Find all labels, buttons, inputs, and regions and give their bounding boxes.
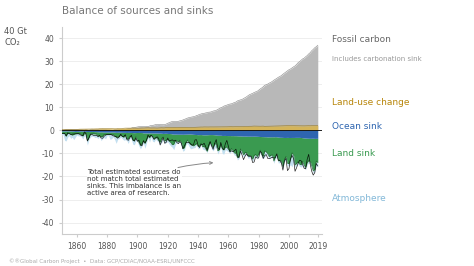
Text: Land sink: Land sink xyxy=(332,149,375,158)
Text: Ocean sink: Ocean sink xyxy=(332,122,382,131)
Text: Fossil carbon: Fossil carbon xyxy=(332,35,391,44)
Text: Balance of sources and sinks: Balance of sources and sinks xyxy=(62,6,213,16)
Text: Land-use change: Land-use change xyxy=(332,98,410,107)
Text: Total estimated sources do
not match total estimated
sinks. This imbalance is an: Total estimated sources do not match tot… xyxy=(87,161,212,196)
Text: ©®Global Carbon Project  •  Data: GCP/CDIAC/NOAA-ESRL/UNFCCC: ©®Global Carbon Project • Data: GCP/CDIA… xyxy=(9,259,195,264)
Text: Includes carbonation sink: Includes carbonation sink xyxy=(332,56,421,62)
Text: 40 Gt
CO₂: 40 Gt CO₂ xyxy=(4,27,27,47)
Text: Atmosphere: Atmosphere xyxy=(332,194,387,203)
